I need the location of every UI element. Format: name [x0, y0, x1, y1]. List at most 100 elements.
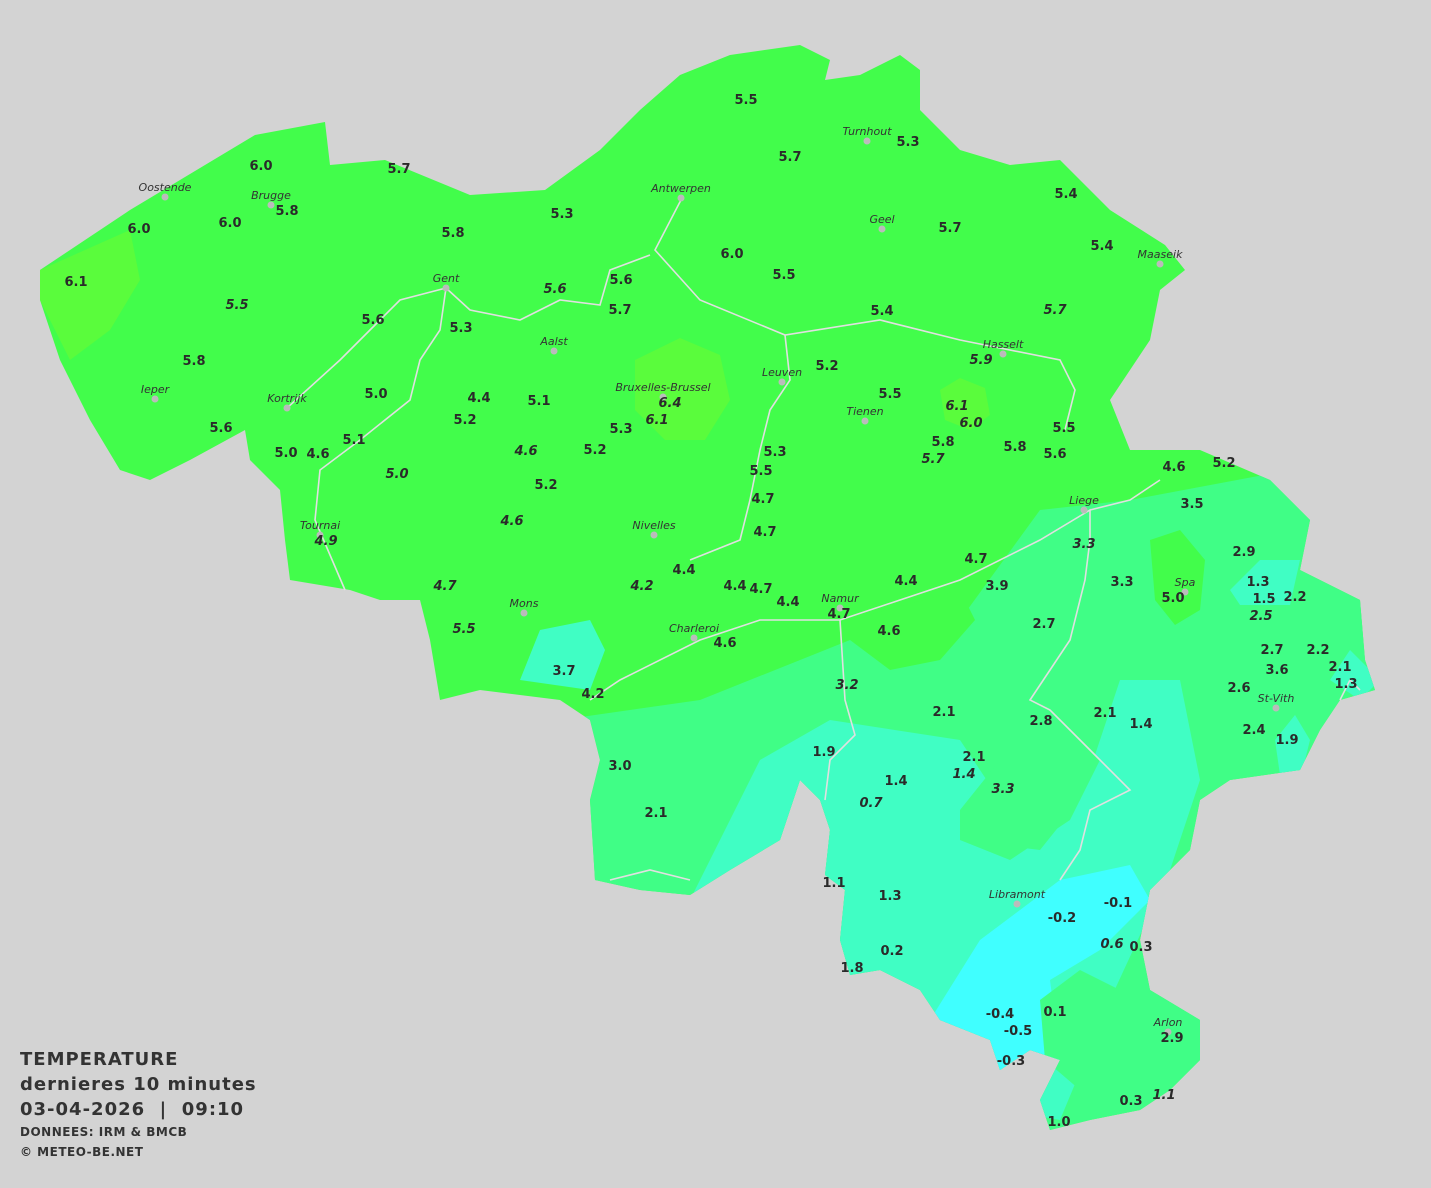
station-value: 5.1	[342, 433, 365, 448]
station-value: 5.7	[778, 150, 801, 165]
station-value: 1.9	[1275, 733, 1298, 748]
station-value: 2.6	[1227, 681, 1250, 696]
station-value: 5.7	[938, 221, 961, 236]
station-value: 1.4	[1129, 717, 1152, 732]
city-label: Nivelles	[632, 519, 675, 532]
station-value: 4.7	[753, 525, 776, 540]
zone-2-4-center	[960, 720, 1100, 860]
river-line	[824, 619, 856, 801]
city-label: Ieper	[141, 383, 171, 396]
station-value: 1.3	[1334, 677, 1357, 692]
zone-2-4-south	[1040, 970, 1140, 1090]
city-dot	[836, 604, 844, 612]
station-value: 4.6	[306, 447, 329, 462]
river-line	[314, 287, 447, 591]
station-value: 5.2	[583, 443, 606, 458]
rivers	[286, 197, 1361, 881]
legend-datetime: 03-04-2026 | 09:10	[20, 1099, 245, 1120]
station-value: 1.3	[1246, 575, 1269, 590]
station-value: 5.8	[441, 226, 464, 241]
city-dot	[677, 194, 685, 202]
city-label: Oostende	[139, 181, 192, 194]
city-label: Spa	[1175, 576, 1196, 589]
station-value: 4.7	[964, 552, 987, 567]
station-value: 2.4	[1242, 723, 1265, 738]
station-value: 1.8	[840, 961, 863, 976]
station-value: 5.7	[387, 162, 410, 177]
station-value: 4.7	[432, 579, 457, 594]
city-dot	[1013, 900, 1021, 908]
station-value: 0.7	[859, 796, 883, 811]
station-value: 5.5	[878, 387, 901, 402]
station-value: 1.1	[822, 876, 845, 891]
station-value: 5.6	[543, 282, 566, 297]
station-value: 5.5	[772, 268, 795, 283]
city-label: Bruxelles-Brussel	[615, 381, 710, 394]
station-value: 3.0	[608, 759, 631, 774]
station-value: 4.6	[877, 624, 900, 639]
zone-below-0	[930, 865, 1150, 1070]
station-value: 2.7	[1032, 617, 1055, 632]
city-label: Turnhout	[842, 125, 892, 138]
city-label: Tienen	[846, 405, 883, 418]
zone-6-hasselt	[940, 378, 990, 430]
city-markers: Oostende Brugge Antwerpen Turnhout Geel Maase…	[139, 125, 1294, 1036]
zone-6-west	[40, 230, 140, 360]
city-dot	[151, 395, 159, 403]
river-line	[1089, 479, 1161, 511]
station-value: 4.7	[751, 492, 774, 507]
city-label: Gent	[433, 272, 460, 285]
station-value: 5.5	[749, 464, 772, 479]
city-dot	[267, 201, 275, 209]
city-label: Hasselt	[983, 338, 1024, 351]
station-value: 6.1	[64, 275, 87, 290]
station-value: 5.3	[449, 321, 472, 336]
city-dot	[1181, 588, 1189, 596]
station-value: 4.4	[776, 595, 799, 610]
station-value: 5.8	[275, 204, 298, 219]
station-value: 0.3	[1119, 1094, 1142, 1109]
station-value: 5.6	[361, 313, 384, 328]
station-value: 0.3	[1129, 940, 1152, 955]
city-dot	[1156, 260, 1164, 268]
city-dot	[999, 350, 1007, 358]
station-value: 4.7	[827, 607, 850, 622]
station-value: 0.6	[1100, 937, 1123, 952]
station-value: 6.1	[945, 399, 968, 414]
zone-4-6-spa	[1150, 530, 1205, 625]
city-dot	[659, 393, 667, 401]
station-value: -0.3	[997, 1054, 1025, 1069]
station-value: 5.0	[274, 446, 297, 461]
legend-source: DONNEES: IRM & BMCB	[20, 1125, 188, 1139]
station-value: 2.2	[1283, 590, 1306, 605]
river-line	[445, 254, 651, 321]
zone-6-brussels	[635, 338, 730, 440]
zone-0-2-stvith	[1275, 715, 1310, 780]
city-dot	[1080, 506, 1088, 514]
station-value: 2.1	[644, 806, 667, 821]
city-label: Liege	[1069, 494, 1099, 507]
station-value: 5.5	[734, 93, 757, 108]
city-label: Tournai	[300, 519, 340, 532]
station-value: 5.4	[870, 304, 893, 319]
station-value: 4.6	[713, 636, 736, 651]
city-dot	[650, 531, 658, 539]
legend-period: dernieres 10 minutes	[20, 1074, 257, 1095]
city-label: Arlon	[1153, 1016, 1183, 1029]
station-value: -0.1	[1104, 896, 1132, 911]
station-value: 5.7	[921, 452, 945, 467]
station-value: 3.9	[985, 579, 1008, 594]
station-value: 1.1	[1152, 1088, 1175, 1103]
zone-0-2-border	[1330, 650, 1375, 700]
station-value: -0.2	[1048, 911, 1076, 926]
station-value: 5.3	[763, 445, 786, 460]
station-value: 6.0	[959, 416, 982, 431]
station-value: 1.9	[812, 745, 835, 760]
city-label: Namur	[821, 592, 860, 605]
city-dot	[550, 347, 558, 355]
station-value: 1.4	[952, 767, 975, 782]
station-value: 5.3	[550, 207, 573, 222]
station-value: 3.3	[1072, 537, 1095, 552]
